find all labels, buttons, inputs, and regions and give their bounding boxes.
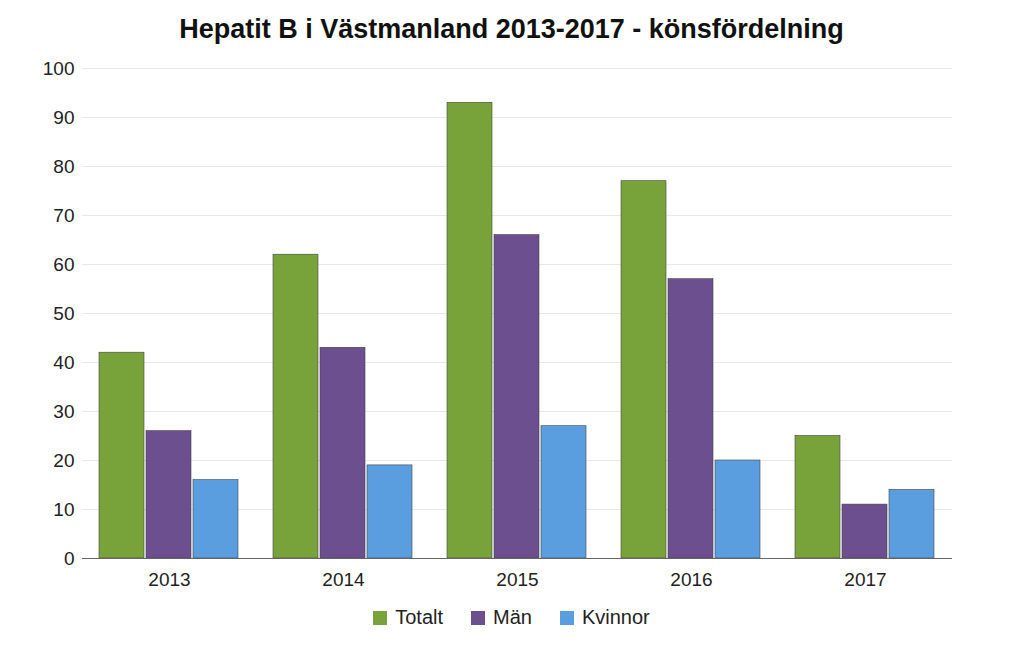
svg-text:10: 10 <box>53 499 74 520</box>
svg-text:30: 30 <box>53 401 74 422</box>
svg-text:0: 0 <box>64 548 75 569</box>
svg-text:40: 40 <box>53 352 74 373</box>
svg-text:2015: 2015 <box>496 569 538 590</box>
html-text:Hepatit B i Västmanland 2013-2: Hepatit B i Västmanland 2013-2017 - köns… <box>179 14 844 44</box>
svg-text:20: 20 <box>53 450 74 471</box>
svg-text:2016: 2016 <box>670 569 712 590</box>
svg-text:2013: 2013 <box>148 569 190 590</box>
html-text:Män: Män <box>493 606 532 628</box>
html-text:Kvinnor: Kvinnor <box>582 606 650 628</box>
svg-text:90: 90 <box>53 107 74 128</box>
svg-text:80: 80 <box>53 156 74 177</box>
svg-text:2014: 2014 <box>322 569 365 590</box>
svg-text:50: 50 <box>53 303 74 324</box>
svg-text:2017: 2017 <box>844 569 886 590</box>
svg-text:70: 70 <box>53 205 74 226</box>
svg-text:100: 100 <box>43 58 75 79</box>
svg-text:60: 60 <box>53 254 74 275</box>
html-text:Totalt: Totalt <box>395 606 443 628</box>
